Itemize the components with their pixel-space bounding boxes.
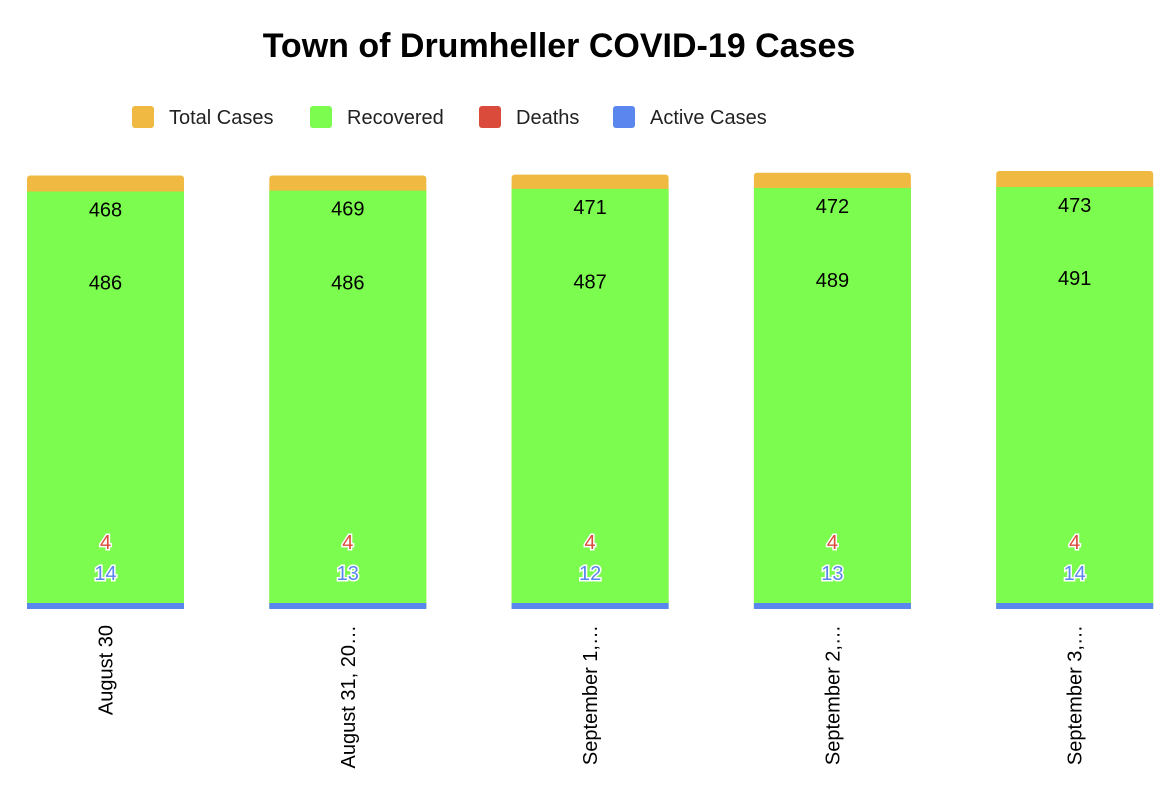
legend: Total Cases Recovered Deaths Active Cases	[132, 106, 767, 129]
bar-active-cases	[269, 603, 427, 609]
label-total-cases: 489	[816, 270, 849, 292]
bar-recovered	[269, 190, 427, 610]
legend-label: Deaths	[516, 107, 579, 129]
bar-recovered	[27, 191, 184, 609]
legend-item-1: Recovered	[310, 106, 444, 129]
value-labels: 486 468 4 14 486 469 4 13 487 471 4 12 489 472 4 13 491 4…	[89, 195, 1092, 586]
bar-active-cases	[511, 603, 669, 609]
legend-label: Recovered	[347, 107, 444, 129]
label-recovered: 469	[331, 199, 364, 221]
legend-swatch	[613, 106, 635, 128]
x-tick-label: August 31, 20…	[338, 625, 360, 768]
bars	[27, 171, 1154, 610]
legend-swatch	[132, 106, 154, 128]
x-tick-label: August 30	[96, 625, 118, 715]
label-active-cases: 12	[579, 563, 601, 585]
label-deaths: 4	[342, 532, 353, 554]
bar-group-2	[511, 174, 669, 610]
bar-recovered	[511, 188, 669, 610]
legend-item-0: Total Cases	[132, 106, 274, 129]
label-recovered: 473	[1058, 195, 1091, 217]
x-axis-tick-labels: August 30 August 31, 20… September 1,… Sept…	[96, 625, 1087, 768]
bar-active-cases	[996, 603, 1154, 609]
bar-group-1	[269, 175, 427, 610]
legend-swatch	[479, 106, 501, 128]
x-tick-label: September 2,…	[822, 625, 844, 765]
x-tick-label: September 1,…	[580, 625, 602, 765]
bar-recovered	[753, 187, 911, 609]
label-active-cases: 14	[1064, 563, 1086, 585]
label-recovered: 471	[573, 197, 606, 219]
chart-title: Town of Drumheller COVID-19 Cases	[263, 27, 856, 65]
bar-active-cases	[27, 603, 184, 609]
legend-label: Active Cases	[650, 107, 767, 129]
label-total-cases: 486	[89, 272, 122, 294]
legend-label: Total Cases	[169, 107, 274, 129]
label-active-cases: 13	[821, 563, 843, 585]
label-recovered: 468	[89, 200, 122, 222]
label-total-cases: 487	[573, 272, 606, 294]
legend-item-3: Active Cases	[613, 106, 767, 129]
label-total-cases: 491	[1058, 268, 1091, 290]
label-deaths: 4	[1069, 532, 1080, 554]
legend-item-2: Deaths	[479, 106, 579, 129]
bar-group-3	[753, 172, 911, 609]
bar-group-4	[996, 171, 1154, 610]
legend-swatch	[310, 106, 332, 128]
bar-active-cases	[753, 603, 911, 609]
bar-recovered	[996, 187, 1154, 610]
bar-group-0	[27, 175, 184, 610]
label-active-cases: 14	[94, 563, 116, 585]
label-deaths: 4	[827, 532, 838, 554]
x-tick-label: September 3,…	[1065, 625, 1087, 765]
label-total-cases: 486	[331, 272, 364, 294]
label-recovered: 472	[816, 196, 849, 218]
label-active-cases: 13	[337, 563, 359, 585]
label-deaths: 4	[100, 532, 111, 554]
label-deaths: 4	[585, 532, 596, 554]
